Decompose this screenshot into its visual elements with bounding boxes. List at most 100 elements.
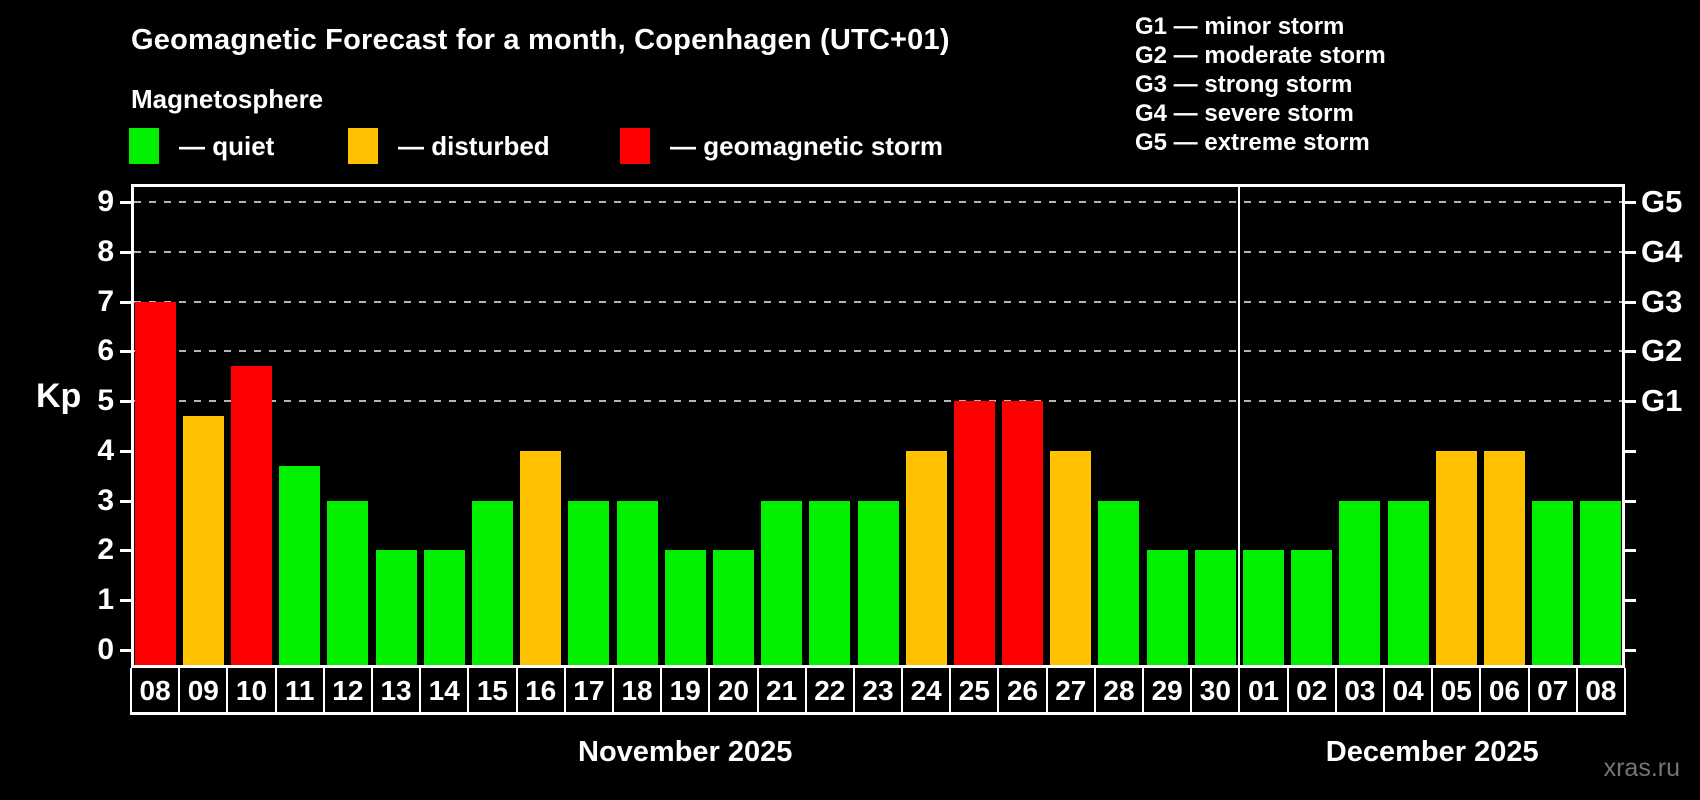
day-separator: [1190, 668, 1193, 715]
y-tick-right-1: [1625, 599, 1636, 603]
day-label-17: 17: [573, 675, 605, 706]
day-label-06: 06: [1488, 675, 1521, 706]
bar-day-14: [423, 550, 465, 665]
bar-day-08: [1580, 500, 1622, 665]
storm-color-swatch: [620, 128, 650, 164]
y-tick-right-5: [1625, 400, 1636, 404]
y-tick-label-0: 0: [97, 633, 114, 666]
day-separator: [274, 668, 277, 715]
month-label: December 2025: [1325, 736, 1539, 768]
bar-day-01: [1243, 550, 1285, 665]
g-axis-label-G2: G2: [1641, 333, 1683, 369]
day-label-01: 01: [1247, 675, 1280, 706]
day-label-25: 25: [958, 675, 990, 706]
day-label-24: 24: [910, 675, 942, 706]
day-label-21: 21: [766, 675, 798, 706]
g-axis-label-G1: G1: [1641, 383, 1683, 419]
y-tick-left-0: [120, 649, 131, 652]
day-separator: [1238, 668, 1241, 715]
day-separator: [130, 668, 132, 715]
day-label-28: 28: [1103, 675, 1135, 706]
day-separator: [1286, 668, 1289, 715]
y-tick-label-8: 8: [97, 234, 114, 268]
y-tick-right-6: [1625, 350, 1636, 354]
day-label-02: 02: [1296, 675, 1328, 706]
day-label-29: 29: [1151, 675, 1183, 706]
day-separator: [611, 668, 614, 715]
magnetosphere-label: Magnetosphere: [131, 84, 324, 114]
day-label-15: 15: [476, 675, 509, 706]
day-separator: [370, 668, 373, 715]
day-label-18: 18: [621, 675, 653, 706]
day-label-12: 12: [332, 675, 364, 706]
bar-day-17: [568, 500, 610, 665]
y-tick-left-2: [120, 549, 131, 553]
disturbed-color-swatch: [348, 128, 378, 164]
day-label-23: 23: [862, 675, 894, 706]
bar-day-16: [520, 450, 562, 665]
gridline-kp6: [134, 350, 1622, 353]
day-label-10: 10: [235, 675, 268, 706]
day-label-11: 11: [284, 675, 315, 706]
legend-label-quiet: — quiet: [179, 130, 275, 161]
month-label: November 2025: [578, 736, 793, 768]
day-label-08: 08: [1585, 675, 1617, 706]
day-separator: [1479, 668, 1482, 715]
bar-day-09: [182, 416, 224, 665]
y-tick-right-9: [1625, 200, 1636, 204]
day-label-05: 05: [1440, 675, 1472, 706]
day-label-27: 27: [1055, 675, 1087, 706]
day-label-30: 30: [1199, 675, 1231, 706]
bar-day-24: [905, 450, 947, 665]
day-separator: [1624, 668, 1626, 715]
day-label-03: 03: [1344, 675, 1376, 706]
g2-legend-line: G2 — moderate storm: [1135, 42, 1386, 69]
day-separator: [1334, 668, 1337, 715]
day-separator: [1575, 668, 1578, 715]
bar-day-08: [134, 301, 176, 665]
y-tick-label-1: 1: [97, 583, 114, 617]
bar-day-18: [616, 500, 658, 665]
g-scale-legend: G1 — minor storm G2 — moderate storm G3 …: [1135, 12, 1386, 157]
bar-day-19: [664, 550, 706, 665]
gridline-kp5: [134, 400, 1622, 403]
day-label-19: 19: [669, 675, 701, 706]
bar-day-11: [279, 465, 321, 665]
day-label-16: 16: [525, 675, 557, 706]
y-tick-right-7: [1625, 300, 1636, 304]
day-label-26: 26: [1006, 675, 1039, 706]
day-separator: [226, 668, 229, 715]
gridline-kp9: [134, 200, 1622, 203]
y-tick-left-5: [120, 400, 131, 404]
gridline-kp7: [134, 300, 1622, 303]
g-axis-label-G5: G5: [1641, 183, 1683, 219]
day-label-08: 08: [139, 675, 171, 706]
day-separator: [1093, 668, 1096, 715]
legend-item-disturbed: — disturbed: [348, 127, 550, 165]
xras-watermark: xras.ru: [1603, 754, 1680, 782]
day-separator: [804, 668, 807, 715]
g-axis-label-G3: G3: [1641, 283, 1683, 319]
g3-legend-line: G3 — strong storm: [1135, 71, 1353, 98]
plot-border: [131, 184, 1625, 668]
day-separator: [1527, 668, 1530, 715]
kp-axis-title: Kp: [36, 377, 82, 415]
day-label-13: 13: [380, 675, 412, 706]
day-separator: [901, 668, 904, 715]
day-separator: [949, 668, 952, 715]
y-tick-label-6: 6: [97, 334, 114, 368]
bar-day-28: [1098, 500, 1140, 665]
bar-day-04: [1387, 500, 1429, 665]
g5-legend-line: G5 — extreme storm: [1135, 129, 1370, 156]
day-separator: [660, 668, 663, 715]
day-separator: [1383, 668, 1386, 715]
day-separator: [178, 668, 181, 715]
day-label-14: 14: [428, 675, 460, 706]
day-separator: [322, 668, 325, 715]
day-separator: [1045, 668, 1048, 715]
day-label-04: 04: [1392, 675, 1424, 706]
day-row-baseline: [130, 712, 1626, 715]
day-separator: [515, 668, 518, 715]
legend-item-storm: — geomagnetic storm: [620, 127, 943, 165]
